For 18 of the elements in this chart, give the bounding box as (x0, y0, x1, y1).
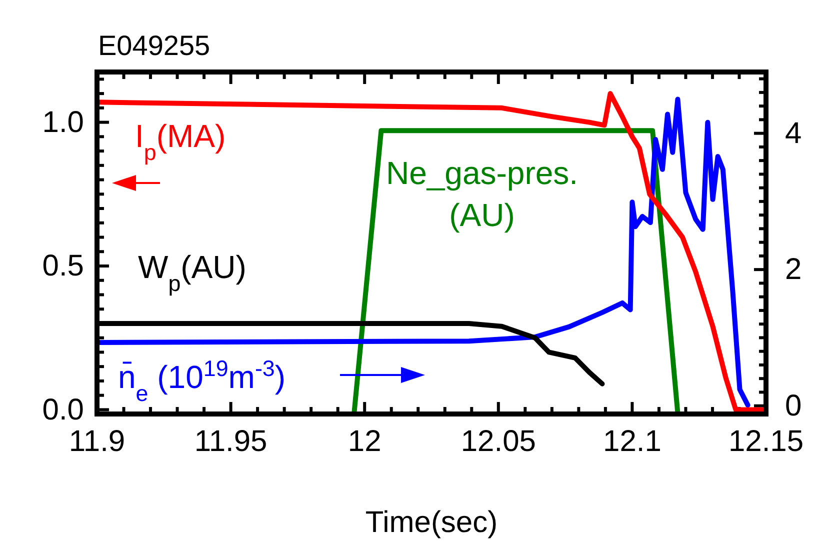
x-tick-label: 12.05 (460, 425, 536, 458)
series-label: Ne_gas-pres. (AU) (386, 155, 578, 233)
chart-title: E049255 (98, 30, 210, 61)
series-label: W$_{p}$(AU) (138, 249, 246, 296)
x-tick-label: 12.1 (603, 425, 662, 458)
x-tick-label: 12.15 (728, 425, 804, 458)
y2-tick-label: 0 (785, 389, 802, 422)
y2-tick-label: 4 (785, 116, 802, 150)
x-tick-label: 11.9 (68, 425, 126, 458)
series-label: I$_{p}$(MA) (135, 118, 226, 164)
x-tick-label: 11.95 (194, 425, 268, 458)
x-tick-label: 12 (348, 425, 382, 458)
y2-tick-label: 2 (785, 253, 802, 286)
y-tick-label: 1.0 (42, 106, 84, 139)
legend-label: n̄$_{e}$ (10$^{19}$m$^{-3}$) (118, 356, 286, 406)
y-tick-label: 0.0 (42, 393, 84, 426)
y-tick-label: 0.5 (42, 250, 84, 283)
x-axis-title: Time(sec) (365, 506, 498, 539)
